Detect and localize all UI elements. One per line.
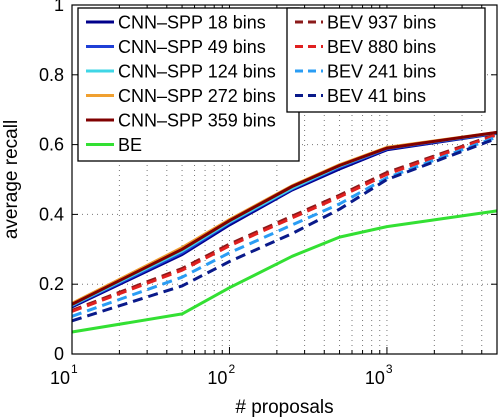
series-line-7 (71, 133, 498, 313)
series-line-9 (71, 136, 498, 323)
legend-box-0 (77, 7, 300, 162)
legend-label: BEV 41 bins (327, 86, 426, 106)
x-tick-base: 10 (50, 368, 70, 388)
series-line-8 (71, 135, 498, 318)
legend-box-1 (286, 7, 486, 113)
y-tick-label: 0.4 (39, 204, 64, 224)
x-tick-exponent: 1 (71, 362, 78, 376)
plot-frame (71, 4, 498, 355)
x-tick-label: 10 3 (365, 362, 393, 388)
series-line-5 (71, 209, 498, 334)
legend-label: CNN–SPP 359 bins (118, 111, 276, 131)
x-axis-label: # proposals (235, 397, 333, 418)
legend-label: BEV 241 bins (327, 62, 436, 82)
series-lines (71, 130, 498, 334)
legend-label: CNN–SPP 18 bins (118, 13, 266, 33)
series-line-6 (71, 132, 498, 312)
y-tick-label: 0.8 (39, 65, 64, 85)
legend-label: CNN–SPP 272 bins (118, 86, 276, 106)
y-tick-label: 0.6 (39, 135, 64, 155)
x-tick-base: 10 (207, 368, 227, 388)
series-line-4 (71, 130, 498, 306)
x-tick-exponent: 2 (228, 362, 235, 376)
y-tick-label: 0.2 (39, 274, 64, 294)
x-tick-exponent: 3 (386, 362, 393, 376)
legend-label: CNN–SPP 49 bins (118, 37, 266, 57)
y-axis-label: average recall (1, 120, 22, 239)
y-tick-label: 1 (54, 0, 64, 15)
legend-label: BE (118, 135, 142, 155)
legend: CNN–SPP 18 bins CNN–SPP 49 bins CNN–SPP 12… (77, 7, 486, 162)
legend-label: CNN–SPP 124 bins (118, 62, 276, 82)
x-tick-base: 10 (365, 368, 385, 388)
x-tick-label: 10 2 (207, 362, 235, 388)
y-tick-label: 0 (54, 344, 64, 364)
legend-label: BEV 880 bins (327, 37, 436, 57)
legend-label: BEV 937 bins (327, 13, 436, 33)
x-tick-label: 10 1 (50, 362, 78, 388)
